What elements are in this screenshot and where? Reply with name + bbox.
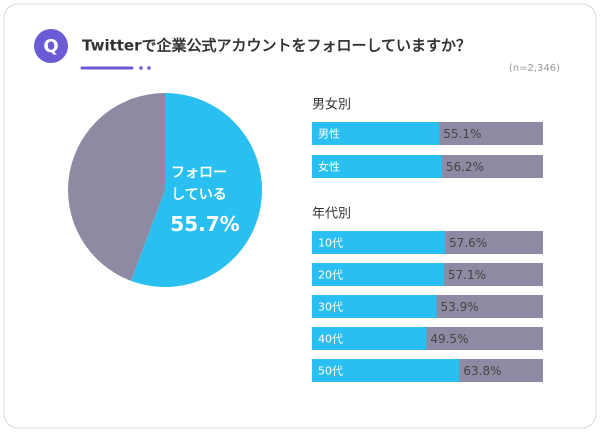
category-label: 女性 [318, 160, 340, 174]
category-label: 30代 [318, 301, 343, 314]
bar [312, 295, 437, 318]
value-label: 56.2% [446, 160, 484, 174]
pie-value-label: 55.7% [170, 212, 240, 236]
value-label: 57.1% [448, 268, 486, 282]
q-letter: Q [43, 36, 58, 57]
group-title: 男女別 [312, 97, 351, 113]
group-title: 年代別 [312, 207, 351, 222]
bar [312, 122, 440, 145]
value-label: 57.6% [449, 236, 487, 250]
bar [312, 327, 427, 350]
bar [312, 155, 442, 178]
category-label: 男性 [318, 127, 340, 141]
bar [312, 231, 446, 254]
category-label: 40代 [318, 333, 343, 346]
value-label: 49.5% [430, 332, 468, 346]
sample-note: (n=2,346) [509, 63, 560, 74]
pie-slice [130, 93, 263, 288]
value-label: 63.8% [463, 364, 501, 378]
category-label: 50代 [318, 365, 343, 378]
category-label: 10代 [318, 237, 343, 250]
bar [312, 263, 444, 286]
underline-dot [139, 66, 143, 70]
bar [312, 359, 460, 382]
q-icon [34, 29, 68, 63]
pie-label: フォローしている [171, 165, 227, 203]
pie-slice [68, 93, 165, 281]
value-label: 55.1% [443, 127, 481, 141]
title: Twitterで企業公式アカウントをフォローしていますか？ [82, 37, 471, 55]
category-label: 20代 [318, 269, 343, 282]
value-label: 53.9% [441, 300, 479, 314]
underline-dot [147, 66, 151, 70]
